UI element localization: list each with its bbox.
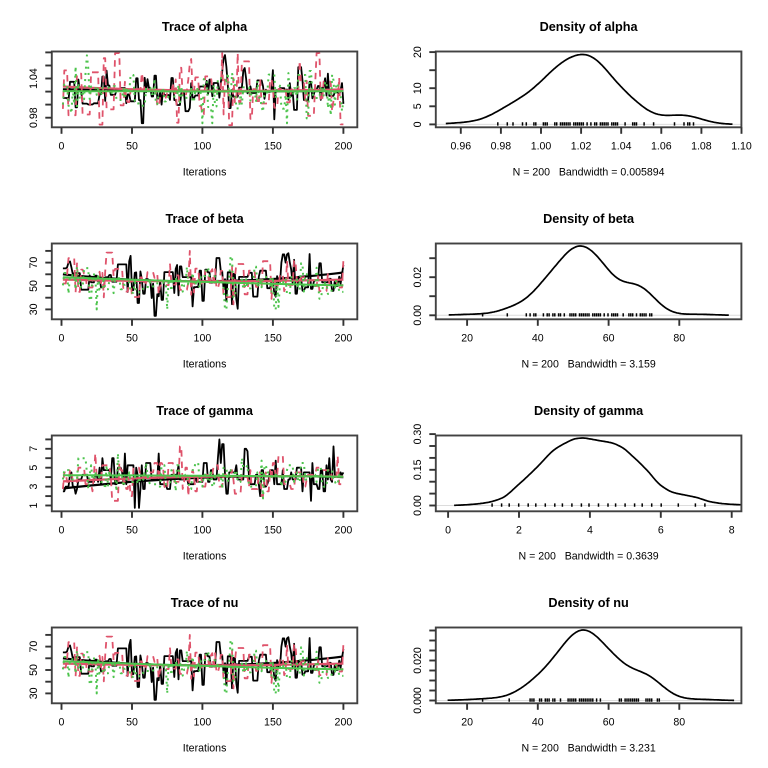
svg-text:Iterations: Iterations [183,167,227,179]
svg-text:6: 6 [658,525,664,537]
svg-text:100: 100 [194,333,212,345]
svg-text:0: 0 [59,717,65,729]
svg-text:N = 200 Bandwidth = 0.3639: N = 200 Bandwidth = 0.3639 [519,551,659,563]
svg-text:150: 150 [264,141,282,153]
svg-text:5: 5 [412,103,424,109]
svg-text:150: 150 [264,525,282,537]
svg-text:Trace of alpha: Trace of alpha [162,20,248,34]
svg-text:5: 5 [28,465,40,471]
svg-text:0: 0 [59,141,65,153]
svg-text:3: 3 [28,484,40,490]
svg-text:20: 20 [412,46,424,58]
svg-text:30: 30 [28,687,40,699]
svg-text:150: 150 [264,333,282,345]
svg-text:70: 70 [28,257,40,269]
svg-text:N = 200 Bandwidth = 0.005894: N = 200 Bandwidth = 0.005894 [513,167,665,179]
svg-text:0.00: 0.00 [412,495,424,516]
svg-text:1.06: 1.06 [651,141,672,153]
svg-text:N = 200 Bandwidth = 3.231: N = 200 Bandwidth = 3.231 [521,743,655,755]
svg-text:150: 150 [264,717,282,729]
svg-text:1.04: 1.04 [611,141,632,153]
svg-text:50: 50 [126,717,138,729]
svg-text:80: 80 [673,333,685,345]
svg-text:Density of gamma: Density of gamma [534,404,644,418]
svg-text:60: 60 [603,717,615,729]
svg-text:0: 0 [59,333,65,345]
svg-text:2: 2 [516,525,522,537]
svg-text:20: 20 [461,333,473,345]
svg-text:60: 60 [603,333,615,345]
svg-text:100: 100 [194,141,212,153]
svg-text:10: 10 [412,82,424,94]
svg-text:50: 50 [126,141,138,153]
svg-text:Trace of gamma: Trace of gamma [156,404,254,418]
svg-text:Iterations: Iterations [183,743,227,755]
svg-text:1.02: 1.02 [571,141,592,153]
svg-text:0.15: 0.15 [412,459,424,480]
svg-text:0.02: 0.02 [412,267,424,288]
svg-text:0: 0 [412,121,424,127]
svg-text:200: 200 [335,333,353,345]
svg-text:70: 70 [28,641,40,653]
svg-text:50: 50 [126,333,138,345]
svg-text:200: 200 [335,525,353,537]
svg-text:Density of alpha: Density of alpha [540,20,639,34]
svg-text:Iterations: Iterations [183,551,227,563]
svg-text:1.04: 1.04 [28,68,40,89]
svg-text:80: 80 [673,717,685,729]
svg-text:1: 1 [28,502,40,508]
svg-text:20: 20 [461,717,473,729]
svg-text:1.10: 1.10 [731,141,752,153]
svg-text:30: 30 [28,303,40,315]
svg-text:50: 50 [126,525,138,537]
svg-text:0.00: 0.00 [412,305,424,326]
svg-text:40: 40 [532,333,544,345]
svg-text:0: 0 [59,525,65,537]
svg-text:50: 50 [28,280,40,292]
svg-text:Trace of beta: Trace of beta [165,212,244,226]
svg-text:Trace of nu: Trace of nu [171,596,239,610]
svg-text:0.020: 0.020 [412,647,424,674]
svg-text:0.000: 0.000 [412,687,424,714]
svg-text:Iterations: Iterations [183,359,227,371]
svg-text:100: 100 [194,525,212,537]
svg-text:0: 0 [445,525,451,537]
svg-text:8: 8 [729,525,735,537]
svg-text:Density of nu: Density of nu [548,596,628,610]
svg-text:Density of beta: Density of beta [543,212,635,226]
svg-text:200: 200 [335,717,353,729]
svg-text:0.98: 0.98 [28,107,40,128]
svg-text:100: 100 [194,717,212,729]
svg-text:50: 50 [28,664,40,676]
svg-text:7: 7 [28,446,40,452]
svg-text:0.96: 0.96 [450,141,471,153]
svg-text:200: 200 [335,141,353,153]
svg-text:0.30: 0.30 [412,424,424,445]
svg-text:1.00: 1.00 [531,141,552,153]
svg-text:N = 200 Bandwidth = 3.159: N = 200 Bandwidth = 3.159 [521,359,655,371]
svg-text:4: 4 [587,525,593,537]
svg-text:0.98: 0.98 [491,141,512,153]
svg-text:40: 40 [532,717,544,729]
svg-text:1.08: 1.08 [691,141,712,153]
